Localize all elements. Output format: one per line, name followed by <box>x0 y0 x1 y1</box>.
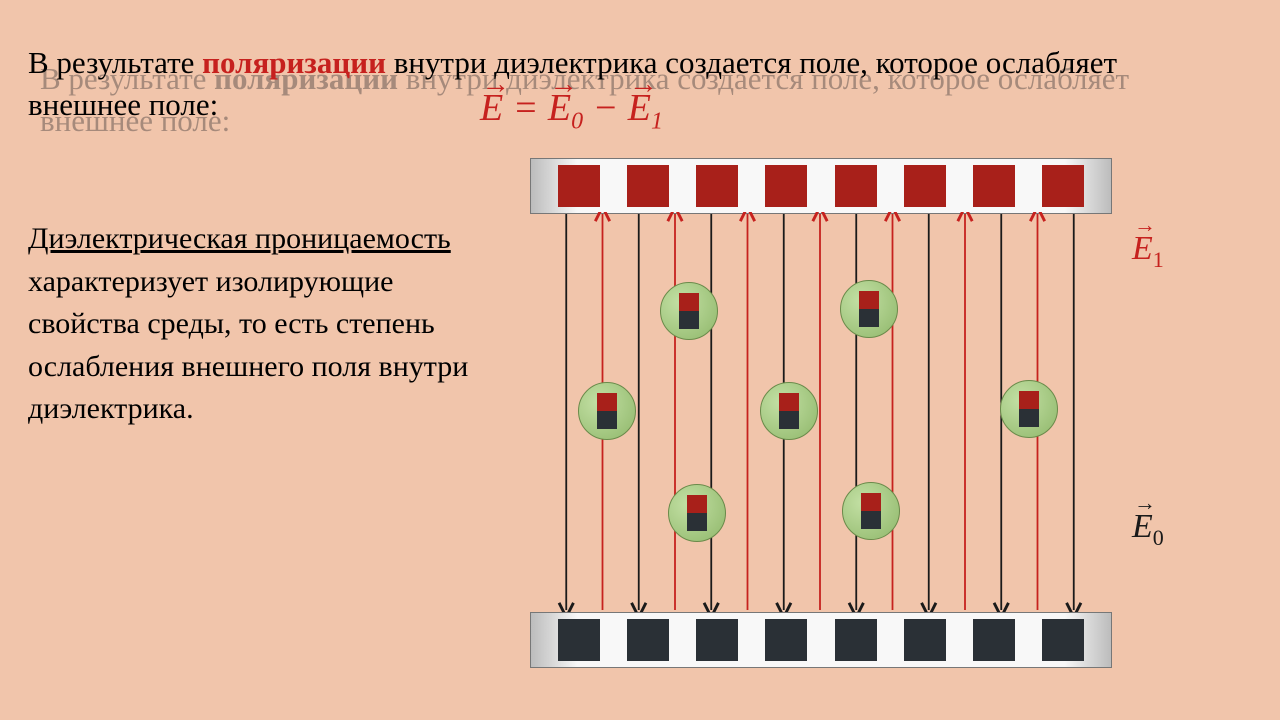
left-underlined: Диэлектрическая проницаемость <box>28 222 451 255</box>
bottom-plate-square <box>696 619 738 661</box>
dipole-positive <box>859 291 879 309</box>
dipole-negative <box>1019 409 1039 427</box>
dipole-molecule <box>578 382 636 440</box>
label-E0: →E0 <box>1132 508 1164 551</box>
left-paragraph: Диэлектрическая проницаемость характериз… <box>28 218 508 431</box>
bottom-plate-square <box>765 619 807 661</box>
bottom-plate-square <box>558 619 600 661</box>
dipole-positive <box>1019 391 1039 409</box>
top-plate-square <box>904 165 946 207</box>
dipole-positive <box>779 393 799 411</box>
dielectric-diagram: →E1 →E0 <box>530 158 1110 666</box>
eq-E: E <box>480 86 503 130</box>
top-plate-square <box>696 165 738 207</box>
top-prefix: В результате <box>28 45 202 80</box>
top-plate <box>530 158 1112 214</box>
dipole-negative <box>679 311 699 329</box>
top-plate-square <box>835 165 877 207</box>
dipole-positive <box>679 293 699 311</box>
bottom-plate-square <box>627 619 669 661</box>
dipole-positive <box>597 393 617 411</box>
molecules-layer <box>530 212 1110 612</box>
dipole-negative <box>597 411 617 429</box>
top-emphasis: поляризации <box>202 45 386 80</box>
bottom-plate-square <box>1042 619 1084 661</box>
dipole-positive <box>861 493 881 511</box>
dipole-molecule <box>760 382 818 440</box>
bottom-plate-square <box>973 619 1015 661</box>
dipole-molecule <box>1000 380 1058 438</box>
bottom-plate-square <box>835 619 877 661</box>
dipole-negative <box>859 309 879 327</box>
top-plate-square <box>973 165 1015 207</box>
label-E1: →E1 <box>1132 230 1164 273</box>
left-rest: характеризует изолирующие свойства среды… <box>28 265 468 426</box>
top-plate-square <box>627 165 669 207</box>
top-plate-square <box>1042 165 1084 207</box>
bottom-plate <box>530 612 1112 668</box>
eq-E0: E0 <box>548 86 583 136</box>
dipole-molecule <box>660 282 718 340</box>
dipole-negative <box>779 411 799 429</box>
dipole-molecule <box>668 484 726 542</box>
eq-E1: E1 <box>628 86 663 136</box>
dipole-positive <box>687 495 707 513</box>
bottom-plate-square <box>904 619 946 661</box>
dipole-negative <box>861 511 881 529</box>
dipole-negative <box>687 513 707 531</box>
top-plate-square <box>765 165 807 207</box>
dipole-molecule <box>842 482 900 540</box>
field-equation: E = E0 − E1 <box>480 86 663 136</box>
dipole-molecule <box>840 280 898 338</box>
slide-content: В результате поляризации внутри диэлектр… <box>0 0 1280 720</box>
top-plate-square <box>558 165 600 207</box>
